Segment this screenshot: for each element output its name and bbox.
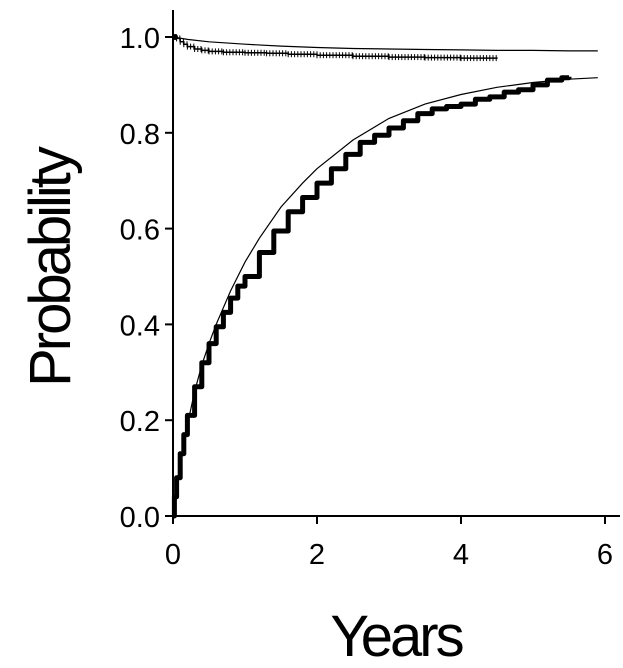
x-tick-label: 0 [165, 539, 181, 571]
series-line-1 [171, 75, 572, 519]
series-line-4 [172, 36, 598, 52]
censor-marks [172, 34, 497, 62]
x-tick-label: 6 [597, 539, 613, 571]
series-layer [171, 34, 598, 519]
y-tick-label: 0.8 [120, 119, 160, 151]
y-tick-label: 0.4 [120, 310, 160, 342]
y-tick-label: 0.2 [120, 406, 160, 438]
x-axis-title: Years [330, 604, 462, 668]
tick-layer: 0.0 0.2 0.4 0.6 0.8 1.0 0 2 4 6 [120, 23, 613, 571]
axes [172, 10, 620, 517]
y-tick-label: 1.0 [120, 23, 160, 55]
series-line-2 [172, 77, 598, 517]
y-axis-title: Probability [18, 146, 83, 387]
y-tick-label: 0.0 [120, 502, 160, 534]
x-tick-label: 4 [453, 539, 469, 571]
x-tick-label: 2 [309, 539, 325, 571]
y-tick-label: 0.6 [120, 215, 160, 247]
